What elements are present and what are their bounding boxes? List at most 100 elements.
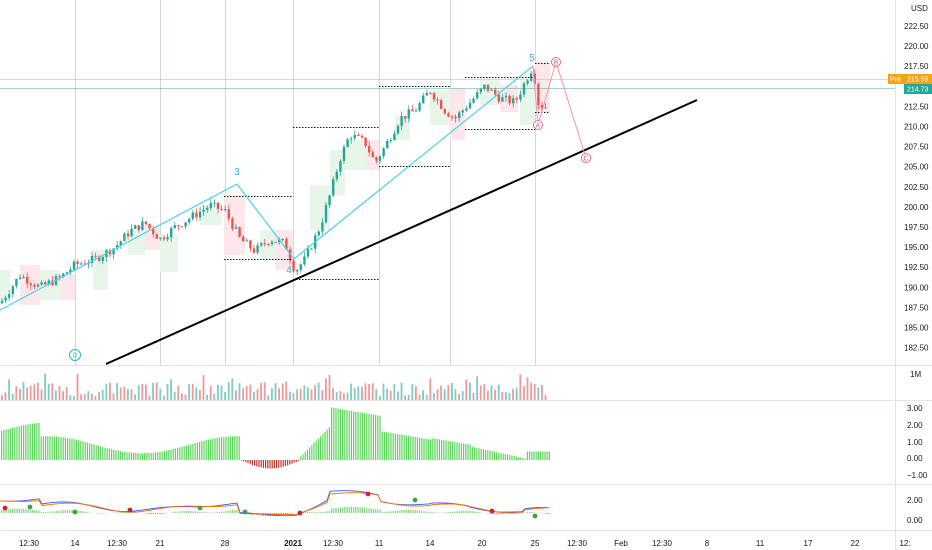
osc-bar xyxy=(249,460,251,465)
osc-bar xyxy=(441,439,443,460)
candle-body xyxy=(4,297,7,301)
osc-bar xyxy=(86,442,88,460)
candle-body xyxy=(389,140,392,142)
candle-body xyxy=(317,231,320,236)
macd-histogram-bar xyxy=(493,513,495,515)
osc-bar xyxy=(289,460,291,465)
macd-histogram-bar xyxy=(56,511,58,513)
time-tick-label: 14 xyxy=(71,539,80,548)
session-separators xyxy=(75,0,536,365)
macd-histogram-bar xyxy=(544,513,546,514)
macd-histogram-bar xyxy=(40,512,42,513)
macd-histogram-bar xyxy=(216,512,218,513)
correction-wave-line[interactable] xyxy=(532,60,587,159)
oscillator-axis[interactable]: 3.00 2.00 1.00 0.00 −1.00 xyxy=(907,404,928,480)
macd-histogram-bar xyxy=(504,513,506,514)
volume-bar xyxy=(224,391,226,400)
osc-bar xyxy=(280,460,282,468)
macd-histogram-bar xyxy=(423,511,425,513)
volume-bar xyxy=(483,384,486,400)
time-tick-label: 12: xyxy=(899,539,910,548)
macd-histogram-bar xyxy=(357,506,359,513)
volume-bar xyxy=(479,385,482,400)
volume-bar xyxy=(515,387,518,400)
candle-body xyxy=(537,83,540,105)
time-tick-label: 12:30 xyxy=(652,539,673,548)
volume-bar xyxy=(364,383,367,400)
osc-bar xyxy=(53,436,55,460)
macd-histogram-bar xyxy=(115,512,117,513)
time-axis[interactable]: 12:30 14 12:30 21 28 2021 12:30 11 14 20 25 12:30 Fe… xyxy=(19,539,911,548)
time-tick-label: 14 xyxy=(426,539,435,548)
candle-body xyxy=(490,89,493,91)
macd-histogram-bar xyxy=(199,511,201,513)
price-tick-label: 212.50 xyxy=(904,102,929,111)
volume-bar xyxy=(184,394,187,400)
osc-bar xyxy=(423,438,425,460)
elliott-wave-line[interactable] xyxy=(0,65,534,311)
volume-bar xyxy=(458,393,460,400)
osc-bar xyxy=(355,411,357,460)
macd-cross-dot xyxy=(197,505,203,511)
volume-bar xyxy=(285,381,288,400)
candle-body xyxy=(494,89,497,95)
wave-label-4: 4 xyxy=(286,265,292,276)
price-axis[interactable]: 222.50220.00217.50215.00212.50210.00207.… xyxy=(904,22,929,353)
macd-histogram-bar xyxy=(119,511,121,513)
candle-body xyxy=(346,139,349,147)
osc-bar xyxy=(148,452,150,460)
macd-histogram-bar xyxy=(205,512,207,513)
trend-line[interactable] xyxy=(105,99,698,365)
osc-bar xyxy=(157,452,159,460)
osc-bar xyxy=(254,460,256,466)
macd-histogram-bar xyxy=(399,510,401,513)
volume-bar xyxy=(213,393,216,400)
osc-bar xyxy=(445,440,447,460)
candle-body xyxy=(472,98,475,103)
volume-bar xyxy=(206,394,208,400)
macd-histogram-bar xyxy=(62,510,64,513)
macd-axis[interactable]: 2.00 0.00 xyxy=(907,496,923,525)
volume-bar xyxy=(440,385,442,400)
candle-body xyxy=(479,88,482,93)
osc-bar xyxy=(34,423,36,460)
candle-body xyxy=(69,269,72,273)
candle-body xyxy=(180,226,184,228)
volume-bar xyxy=(490,385,493,400)
volume-bar xyxy=(22,382,25,400)
session-box xyxy=(0,270,10,300)
osc-bar xyxy=(496,452,498,460)
macd-histogram-bar xyxy=(122,511,124,513)
candle-body xyxy=(33,285,36,287)
svg-text:C: C xyxy=(583,156,588,163)
macd-histogram-bar xyxy=(51,511,53,513)
candle-body xyxy=(76,261,79,265)
volume-bar xyxy=(199,390,201,400)
osc-bar xyxy=(386,432,388,460)
osc-bar xyxy=(520,457,522,460)
macd-histogram-bar xyxy=(370,508,372,513)
candle-body xyxy=(461,110,464,113)
price-tick-label: 192.50 xyxy=(904,263,929,272)
signal-line xyxy=(0,492,549,516)
osc-bar xyxy=(447,440,449,460)
osc-bar xyxy=(234,436,236,460)
osc-bar xyxy=(126,452,128,460)
candle-body xyxy=(188,218,191,223)
volume-bar xyxy=(299,388,302,400)
osc-bar xyxy=(357,411,359,460)
candle-body xyxy=(108,250,112,255)
osc-bar xyxy=(339,408,341,460)
candle-body xyxy=(112,248,115,255)
osc-bar xyxy=(438,439,440,460)
osc-bar xyxy=(146,453,148,460)
volume-bar xyxy=(163,395,165,400)
candle-body xyxy=(130,228,133,237)
osc-bar xyxy=(216,437,218,460)
macd-histogram-bar xyxy=(236,509,238,513)
candle-body xyxy=(414,110,418,112)
macd-histogram-bar xyxy=(403,509,405,513)
macd-histogram-bar xyxy=(157,513,159,515)
time-tick-label: 25 xyxy=(531,539,540,548)
